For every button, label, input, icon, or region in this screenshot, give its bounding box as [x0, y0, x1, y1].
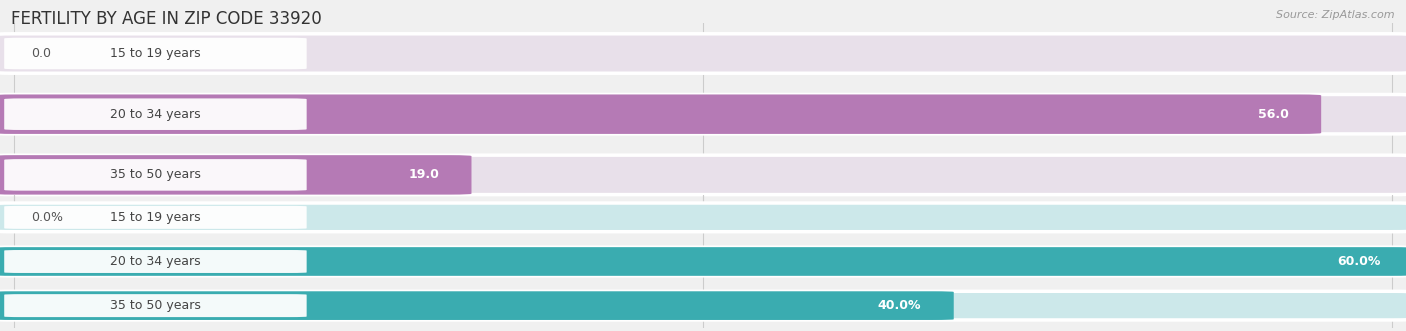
FancyBboxPatch shape	[4, 206, 307, 229]
Text: 30.0: 30.0	[690, 213, 716, 225]
Text: 15 to 19 years: 15 to 19 years	[110, 211, 201, 224]
Text: 15 to 19 years: 15 to 19 years	[110, 47, 201, 60]
Text: 60.0: 60.0	[1379, 213, 1405, 225]
Text: 40.0%: 40.0%	[877, 299, 921, 312]
Text: 35 to 50 years: 35 to 50 years	[110, 299, 201, 312]
Text: 0.0: 0.0	[4, 213, 24, 225]
Text: 56.0: 56.0	[1258, 108, 1289, 121]
FancyBboxPatch shape	[4, 250, 307, 273]
Text: 0.0%: 0.0%	[31, 211, 63, 224]
FancyBboxPatch shape	[0, 94, 1322, 134]
FancyBboxPatch shape	[0, 155, 1406, 195]
FancyBboxPatch shape	[4, 294, 307, 317]
FancyBboxPatch shape	[0, 203, 1406, 232]
FancyBboxPatch shape	[0, 291, 953, 320]
FancyBboxPatch shape	[0, 94, 1406, 134]
Text: Source: ZipAtlas.com: Source: ZipAtlas.com	[1277, 10, 1395, 20]
FancyBboxPatch shape	[0, 291, 1406, 320]
FancyBboxPatch shape	[4, 159, 307, 191]
FancyBboxPatch shape	[0, 247, 1406, 276]
Text: FERTILITY BY AGE IN ZIP CODE 33920: FERTILITY BY AGE IN ZIP CODE 33920	[11, 10, 322, 28]
Text: 19.0: 19.0	[408, 168, 439, 181]
FancyBboxPatch shape	[4, 98, 307, 130]
Text: 20 to 34 years: 20 to 34 years	[110, 108, 201, 121]
FancyBboxPatch shape	[0, 247, 1406, 276]
Text: 60.0%: 60.0%	[1337, 255, 1381, 268]
Text: 0.0: 0.0	[31, 47, 51, 60]
Text: 20 to 34 years: 20 to 34 years	[110, 255, 201, 268]
FancyBboxPatch shape	[0, 155, 471, 195]
FancyBboxPatch shape	[4, 38, 307, 69]
FancyBboxPatch shape	[0, 34, 1406, 73]
Text: 35 to 50 years: 35 to 50 years	[110, 168, 201, 181]
